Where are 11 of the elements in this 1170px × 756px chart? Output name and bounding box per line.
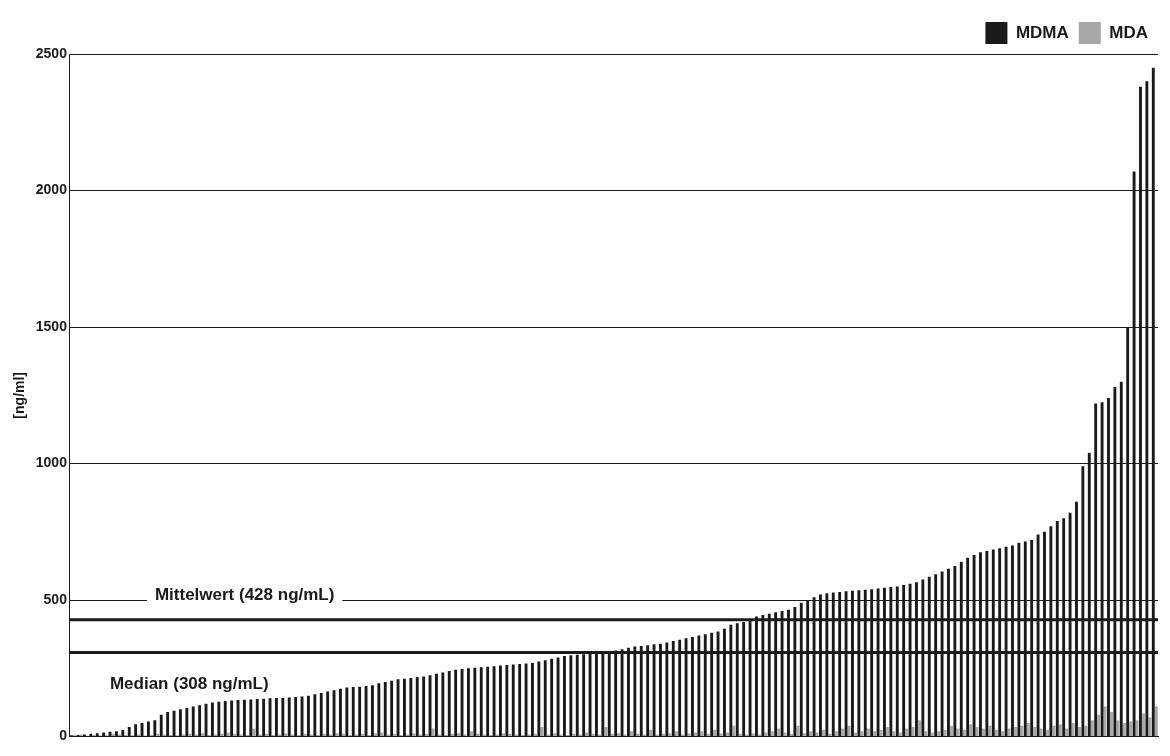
y-tick-label: 2500	[35, 44, 68, 61]
y-tick-label: 500	[43, 590, 68, 607]
ref-line-label: Mittelwert (428 ng/mL)	[154, 585, 335, 605]
legend-label: MDMA	[1015, 22, 1069, 42]
y-tick-label: 1000	[35, 454, 68, 471]
y-tick-label: 2000	[35, 181, 68, 198]
y-tick-label: 0	[59, 727, 68, 744]
y-tick-label: 1500	[35, 317, 68, 334]
legend-label: MDA	[1109, 22, 1148, 42]
y-axis-title: [ng/ml]	[11, 371, 28, 419]
ref-line-label: Median (308 ng/mL)	[109, 674, 269, 694]
